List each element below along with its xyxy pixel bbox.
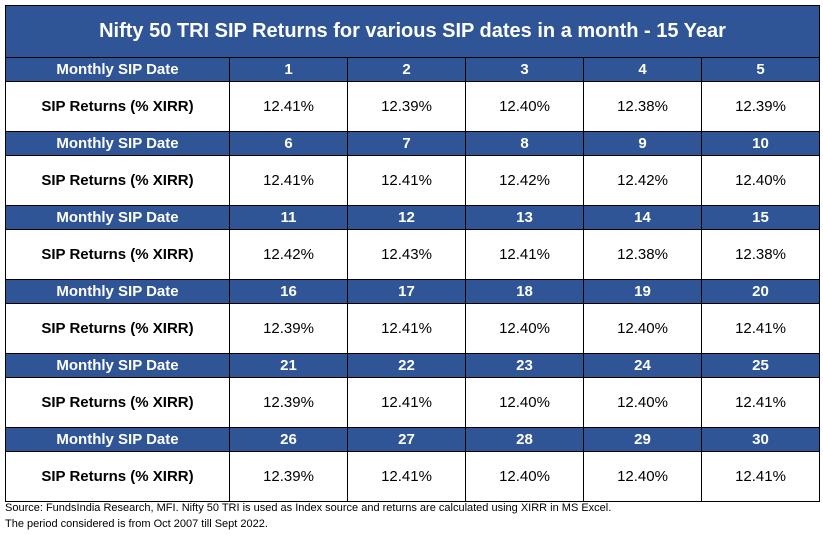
sip-date-cell: 2 [347, 57, 466, 82]
sip-return-cell: 12.41% [700, 451, 821, 502]
sip-return-cell: 12.40% [583, 377, 702, 428]
sip-return-cell: 12.40% [465, 451, 584, 502]
sip-date-cell: 24 [583, 353, 702, 378]
sip-date-cell: 26 [229, 427, 348, 452]
sip-date-cell: 23 [465, 353, 584, 378]
date-header-row: Monthly SIP Date 21 22 23 24 25 [5, 353, 821, 378]
footer-notes: Source: FundsIndia Research, MFI. Nifty … [5, 500, 611, 532]
sip-date-cell: 17 [347, 279, 466, 304]
sip-date-cell: 6 [229, 131, 348, 156]
sip-return-cell: 12.38% [583, 81, 702, 132]
sip-date-cell: 4 [583, 57, 702, 82]
returns-row: SIP Returns (% XIRR) 12.41% 12.39% 12.40% 12… [5, 81, 821, 132]
sip-return-cell: 12.40% [583, 303, 702, 354]
monthly-sip-date-label: Monthly SIP Date [5, 205, 230, 230]
sip-date-cell: 15 [700, 205, 821, 230]
sip-return-cell: 12.39% [229, 451, 348, 502]
sip-date-cell: 9 [583, 131, 702, 156]
sip-return-cell: 12.40% [465, 377, 584, 428]
returns-row: SIP Returns (% XIRR) 12.39% 12.41% 12.40% 12… [5, 377, 821, 428]
returns-row: SIP Returns (% XIRR) 12.39% 12.41% 12.40% 12… [5, 451, 821, 502]
table-title: Nifty 50 TRI SIP Returns for various SIP… [4, 5, 821, 58]
returns-row: SIP Returns (% XIRR) 12.42% 12.43% 12.41% 12… [5, 229, 821, 280]
sip-date-cell: 5 [700, 57, 821, 82]
sip-date-cell: 12 [347, 205, 466, 230]
sip-returns-table-container: Nifty 50 TRI SIP Returns for various SIP… [4, 5, 821, 502]
sip-return-cell: 12.38% [583, 229, 702, 280]
sip-return-cell: 12.40% [700, 155, 821, 206]
sip-return-cell: 12.41% [700, 377, 821, 428]
sip-returns-label: SIP Returns (% XIRR) [5, 229, 230, 280]
sip-returns-label: SIP Returns (% XIRR) [5, 81, 230, 132]
returns-row: SIP Returns (% XIRR) 12.39% 12.41% 12.40% 12… [5, 303, 821, 354]
sip-return-cell: 12.41% [347, 155, 466, 206]
sip-return-cell: 12.40% [465, 81, 584, 132]
monthly-sip-date-label: Monthly SIP Date [5, 427, 230, 452]
sip-return-cell: 12.41% [465, 229, 584, 280]
sip-date-cell: 30 [700, 427, 821, 452]
sip-date-cell: 1 [229, 57, 348, 82]
sip-return-cell: 12.41% [229, 81, 348, 132]
source-note: Source: FundsIndia Research, MFI. Nifty … [5, 502, 612, 514]
sip-date-cell: 11 [229, 205, 348, 230]
sip-returns-label: SIP Returns (% XIRR) [5, 303, 230, 354]
sip-date-cell: 25 [700, 353, 821, 378]
sip-return-cell: 12.39% [229, 377, 348, 428]
sip-returns-label: SIP Returns (% XIRR) [5, 451, 230, 502]
date-header-row: Monthly SIP Date 6 7 8 9 10 [5, 131, 821, 156]
sip-date-cell: 29 [583, 427, 702, 452]
sip-date-cell: 16 [229, 279, 348, 304]
sip-return-cell: 12.41% [347, 451, 466, 502]
sip-return-cell: 12.39% [700, 81, 821, 132]
sip-return-cell: 12.41% [700, 303, 821, 354]
date-header-row: Monthly SIP Date 11 12 13 14 15 [5, 205, 821, 230]
monthly-sip-date-label: Monthly SIP Date [5, 131, 230, 156]
returns-row: SIP Returns (% XIRR) 12.41% 12.41% 12.42% 12… [5, 155, 821, 206]
date-header-row: Monthly SIP Date 26 27 28 29 30 [5, 427, 821, 452]
sip-return-cell: 12.43% [347, 229, 466, 280]
sip-return-cell: 12.42% [583, 155, 702, 206]
sip-date-cell: 20 [700, 279, 821, 304]
sip-returns-label: SIP Returns (% XIRR) [5, 155, 230, 206]
sip-date-cell: 7 [347, 131, 466, 156]
sip-date-cell: 27 [347, 427, 466, 452]
sip-return-cell: 12.39% [347, 81, 466, 132]
sip-return-cell: 12.38% [700, 229, 821, 280]
sip-return-cell: 12.41% [347, 377, 466, 428]
sip-returns-table: Nifty 50 TRI SIP Returns for various SIP… [4, 5, 821, 502]
sip-date-cell: 22 [347, 353, 466, 378]
sip-return-cell: 12.42% [229, 229, 348, 280]
sip-date-cell: 19 [583, 279, 702, 304]
sip-return-cell: 12.39% [229, 303, 348, 354]
sip-return-cell: 12.41% [347, 303, 466, 354]
sip-return-cell: 12.40% [465, 303, 584, 354]
period-note: The period considered is from Oct 2007 t… [5, 518, 268, 530]
sip-date-cell: 8 [465, 131, 584, 156]
date-header-row: Monthly SIP Date 1 2 3 4 5 [5, 57, 821, 82]
monthly-sip-date-label: Monthly SIP Date [5, 279, 230, 304]
sip-date-cell: 14 [583, 205, 702, 230]
sip-return-cell: 12.42% [465, 155, 584, 206]
sip-date-cell: 3 [465, 57, 584, 82]
sip-returns-label: SIP Returns (% XIRR) [5, 377, 230, 428]
sip-date-cell: 13 [465, 205, 584, 230]
sip-date-cell: 10 [700, 131, 821, 156]
sip-date-cell: 28 [465, 427, 584, 452]
sip-return-cell: 12.40% [583, 451, 702, 502]
monthly-sip-date-label: Monthly SIP Date [5, 57, 230, 82]
sip-return-cell: 12.41% [229, 155, 348, 206]
sip-date-cell: 21 [229, 353, 348, 378]
monthly-sip-date-label: Monthly SIP Date [5, 353, 230, 378]
date-header-row: Monthly SIP Date 16 17 18 19 20 [5, 279, 821, 304]
sip-date-cell: 18 [465, 279, 584, 304]
